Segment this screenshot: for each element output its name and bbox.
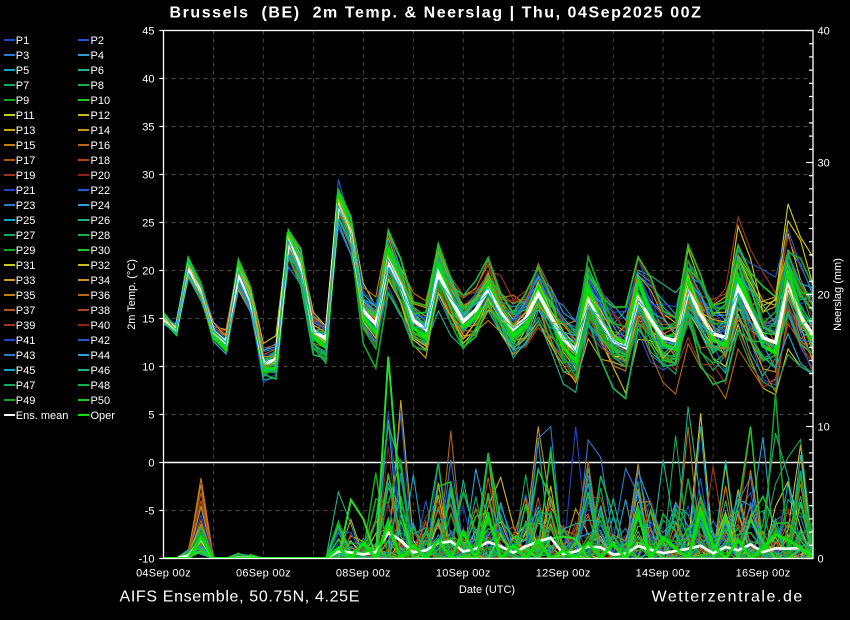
svg-text:P3: P3 — [16, 50, 29, 62]
svg-text:40: 40 — [142, 73, 154, 85]
svg-text:20: 20 — [142, 265, 154, 277]
svg-text:14Sep 00z: 14Sep 00z — [636, 568, 691, 580]
svg-text:P2: P2 — [91, 35, 104, 47]
svg-text:P49: P49 — [16, 395, 36, 407]
svg-text:P43: P43 — [16, 350, 36, 362]
svg-text:P13: P13 — [16, 125, 36, 137]
svg-text:45: 45 — [142, 25, 154, 37]
svg-text:Date (UTC): Date (UTC) — [459, 584, 515, 596]
svg-text:P44: P44 — [91, 350, 111, 362]
svg-text:P10: P10 — [91, 95, 111, 107]
svg-text:P40: P40 — [91, 320, 111, 332]
svg-text:20: 20 — [818, 289, 830, 301]
svg-text:Brussels (BE) 2m Temp. & Nee: Brussels (BE) 2m Temp. & Neerslag | Thu,… — [170, 5, 703, 22]
svg-text:16Sep 00z: 16Sep 00z — [736, 568, 791, 580]
svg-text:0: 0 — [818, 553, 824, 565]
svg-text:P5: P5 — [16, 65, 29, 77]
svg-text:10: 10 — [818, 421, 830, 433]
svg-text:Neerslag (mm): Neerslag (mm) — [832, 258, 844, 331]
svg-text:P46: P46 — [91, 365, 111, 377]
svg-text:P47: P47 — [16, 380, 36, 392]
svg-text:P34: P34 — [91, 275, 111, 287]
svg-text:10: 10 — [142, 361, 154, 373]
svg-text:2m Temp. (°C): 2m Temp. (°C) — [126, 259, 138, 330]
svg-text:P15: P15 — [16, 140, 36, 152]
svg-text:P11: P11 — [16, 110, 35, 122]
svg-text:0: 0 — [148, 457, 154, 469]
svg-text:P6: P6 — [91, 65, 104, 77]
svg-text:P26: P26 — [91, 215, 111, 227]
svg-text:P39: P39 — [16, 320, 36, 332]
svg-text:P38: P38 — [91, 305, 111, 317]
svg-text:40: 40 — [818, 25, 830, 37]
svg-text:12Sep 00z: 12Sep 00z — [536, 568, 591, 580]
svg-text:04Sep 00z: 04Sep 00z — [136, 568, 191, 580]
svg-text:Oper: Oper — [91, 410, 116, 422]
svg-text:P33: P33 — [16, 275, 36, 287]
svg-text:P12: P12 — [91, 110, 111, 122]
svg-text:P30: P30 — [91, 245, 111, 257]
svg-text:P28: P28 — [91, 230, 111, 242]
svg-text:P21: P21 — [16, 185, 36, 197]
svg-text:P16: P16 — [91, 140, 111, 152]
svg-text:P19: P19 — [16, 170, 36, 182]
svg-text:P27: P27 — [16, 230, 36, 242]
svg-text:P8: P8 — [91, 80, 104, 92]
svg-text:P31: P31 — [16, 260, 36, 272]
svg-text:P1: P1 — [16, 35, 29, 47]
svg-text:30: 30 — [818, 157, 830, 169]
svg-text:P48: P48 — [91, 380, 111, 392]
svg-text:25: 25 — [142, 217, 154, 229]
svg-text:10Sep 00z: 10Sep 00z — [436, 568, 491, 580]
svg-text:P7: P7 — [16, 80, 29, 92]
svg-text:-5: -5 — [145, 505, 155, 517]
svg-text:30: 30 — [142, 169, 154, 181]
svg-text:P35: P35 — [16, 290, 36, 302]
svg-text:-10: -10 — [139, 553, 155, 565]
svg-text:P50: P50 — [91, 395, 111, 407]
svg-text:AIFS Ensemble, 50.75N, 4.25E: AIFS Ensemble, 50.75N, 4.25E — [120, 589, 361, 606]
svg-text:P17: P17 — [16, 155, 36, 167]
svg-text:P29: P29 — [16, 245, 36, 257]
svg-text:P23: P23 — [16, 200, 36, 212]
svg-text:P41: P41 — [16, 335, 36, 347]
svg-text:P37: P37 — [16, 305, 36, 317]
svg-text:P25: P25 — [16, 215, 36, 227]
svg-text:P32: P32 — [91, 260, 111, 272]
svg-text:P24: P24 — [91, 200, 111, 212]
svg-text:P4: P4 — [91, 50, 104, 62]
svg-text:P22: P22 — [91, 185, 111, 197]
svg-text:Ens. mean: Ens. mean — [16, 410, 69, 422]
svg-text:08Sep 00z: 08Sep 00z — [336, 568, 391, 580]
svg-text:P36: P36 — [91, 290, 111, 302]
svg-text:35: 35 — [142, 121, 154, 133]
svg-text:Wetterzentrale.de: Wetterzentrale.de — [652, 589, 804, 606]
svg-text:P42: P42 — [91, 335, 111, 347]
svg-text:P9: P9 — [16, 95, 29, 107]
svg-text:P18: P18 — [91, 155, 111, 167]
svg-text:P45: P45 — [16, 365, 36, 377]
svg-text:P20: P20 — [91, 170, 111, 182]
svg-text:P14: P14 — [91, 125, 111, 137]
svg-text:15: 15 — [142, 313, 154, 325]
svg-text:5: 5 — [148, 409, 154, 421]
svg-text:06Sep 00z: 06Sep 00z — [236, 568, 291, 580]
